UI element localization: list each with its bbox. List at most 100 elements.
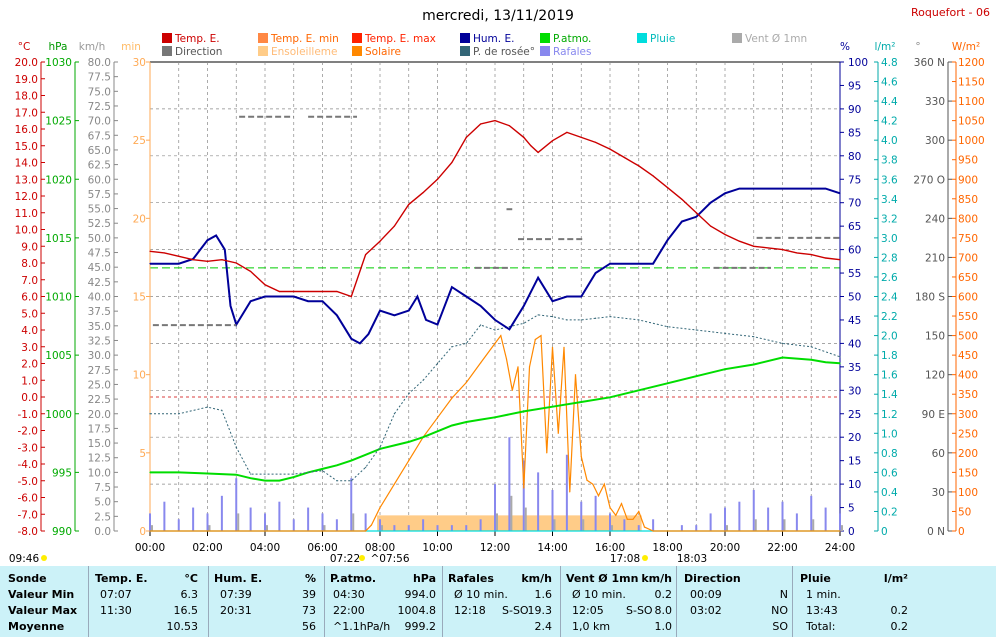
pressure-series-point xyxy=(695,375,697,377)
pressure-series-point xyxy=(781,356,784,359)
legend-label: Vent Ø 1mn xyxy=(745,33,807,45)
temperature-series-point xyxy=(163,252,165,254)
legend-label: Pluie xyxy=(650,33,675,45)
solar-series-point xyxy=(632,518,634,520)
temperature-series-point xyxy=(508,125,510,127)
legend-swatch xyxy=(460,46,470,56)
tick-label: 20.0 xyxy=(15,57,38,69)
tick-label: 2.4 xyxy=(881,292,898,304)
tick-label: 2.0 xyxy=(881,331,898,343)
dewpoint-series-point xyxy=(221,409,223,411)
pressure-series-point xyxy=(609,396,611,398)
legend-label: Ensoleilleme xyxy=(271,46,337,58)
pressure-series-point xyxy=(250,477,252,479)
tick-label: 100 xyxy=(958,487,978,499)
axis-header: min xyxy=(121,41,141,53)
dewpoint-series-point xyxy=(494,329,496,331)
temperature-series-point xyxy=(192,259,194,261)
solar-series-point xyxy=(523,487,525,489)
stats-row: Valeur Max 11:30 16.5 20:31 73 22:00 1004.8 12:… xyxy=(0,604,996,620)
tick-label: 995 xyxy=(52,467,72,479)
stats-direction-value: NO xyxy=(771,604,788,617)
legend-label: Temp. E. xyxy=(174,33,220,45)
tick-label: 0 N xyxy=(927,526,945,538)
tick-label: 16.0 xyxy=(15,124,38,136)
stats-direction-value: N xyxy=(779,588,788,601)
tick-label: 120 xyxy=(925,370,945,382)
pressure-series-point xyxy=(293,476,295,478)
temperature-series-point xyxy=(494,120,496,122)
tick-label: 60.0 xyxy=(88,174,111,186)
solar-series-point xyxy=(540,334,542,337)
stats-pressure-time: 22:00 xyxy=(333,604,365,617)
tick-label: 1005 xyxy=(45,350,72,362)
tick-label: 990 xyxy=(52,526,72,538)
stats-header-pressure: P.atmo. xyxy=(330,572,377,585)
tick-label: 330 xyxy=(925,96,945,108)
dewpoint-series-point xyxy=(393,413,395,415)
dewpoint-series-point xyxy=(609,316,611,318)
pressure-series-point xyxy=(235,474,237,476)
pressure-series-point xyxy=(206,472,209,475)
temperature-series-point xyxy=(695,212,697,214)
tick-label: 4.2 xyxy=(881,116,898,128)
humidity-series-point xyxy=(425,319,427,321)
humidity-series-point xyxy=(753,188,755,190)
stats-wind-value: 0.2 xyxy=(654,588,673,601)
axis-header: km/h xyxy=(79,41,106,53)
stats-temp-value: 10.53 xyxy=(166,620,199,633)
tick-label: 30.0 xyxy=(88,350,111,362)
tick-label: 80.0 xyxy=(88,57,111,69)
tick-label: 1200 xyxy=(958,57,985,69)
humidity-series-point xyxy=(336,314,338,316)
dewpoint-series-point xyxy=(235,446,237,448)
humidity-series-point xyxy=(465,295,467,298)
tick-label: 20 xyxy=(848,432,861,444)
temperature-series-point xyxy=(753,245,755,247)
legend-swatch xyxy=(352,33,362,43)
stats-gusts-value: 1.6 xyxy=(534,588,553,601)
station-name: Roquefort - 06 xyxy=(911,6,990,19)
stats-column-divider xyxy=(208,566,209,637)
humidity-series-point xyxy=(224,249,226,251)
humidity-series-point xyxy=(293,295,295,298)
tick-label: 50 xyxy=(848,292,861,304)
solar-series-point xyxy=(580,456,582,458)
pressure-series-point xyxy=(393,444,395,447)
stats-pressure-time: ^1.1hPa/h xyxy=(333,620,391,633)
humidity-series-point xyxy=(367,333,370,335)
humidity-series-point xyxy=(206,239,209,241)
pressure-series-point xyxy=(580,401,582,403)
tick-label: 2.6 xyxy=(881,272,898,284)
dewpoint-series-point xyxy=(365,466,367,468)
humidity-series-point xyxy=(681,220,683,223)
pressure-series-point xyxy=(436,430,439,432)
dewpoint-series-point xyxy=(465,342,467,344)
humidity-series-point xyxy=(321,300,324,302)
temperature-series-point xyxy=(566,131,568,133)
solar-series-point xyxy=(517,366,519,368)
legend-label: Rafales xyxy=(553,46,591,58)
tick-label: 1.2 xyxy=(881,409,898,421)
tick-label: 1150 xyxy=(958,77,985,89)
dewpoint-series-point xyxy=(695,329,697,331)
stats-direction-value: SO xyxy=(772,620,788,633)
solar-series-point xyxy=(586,479,588,481)
humidity-series-point xyxy=(796,188,798,190)
tick-label: 19.0 xyxy=(15,74,38,86)
dewpoint-series-point xyxy=(422,379,424,381)
temperature-series-point xyxy=(365,254,367,256)
legend: Temp. E. Temp. E. min Temp. E. max Hum. E. P… xyxy=(162,33,807,58)
tick-label: 55 xyxy=(848,268,861,280)
tick-label: 850 xyxy=(958,194,978,206)
tick-label: 95 xyxy=(848,80,861,92)
tick-label: 150 xyxy=(925,331,945,343)
tick-label: 0 xyxy=(848,526,855,538)
chart-title: mercredi, 13/11/2019 xyxy=(422,8,574,24)
stats-rain-time: 13:43 xyxy=(806,604,838,617)
tick-label: 7.5 xyxy=(94,482,111,494)
tick-label: 3.0 xyxy=(881,233,898,245)
stats-wind-time: Ø 10 min. xyxy=(572,588,626,601)
solar-series-point xyxy=(557,432,559,434)
legend-swatch xyxy=(258,46,268,56)
